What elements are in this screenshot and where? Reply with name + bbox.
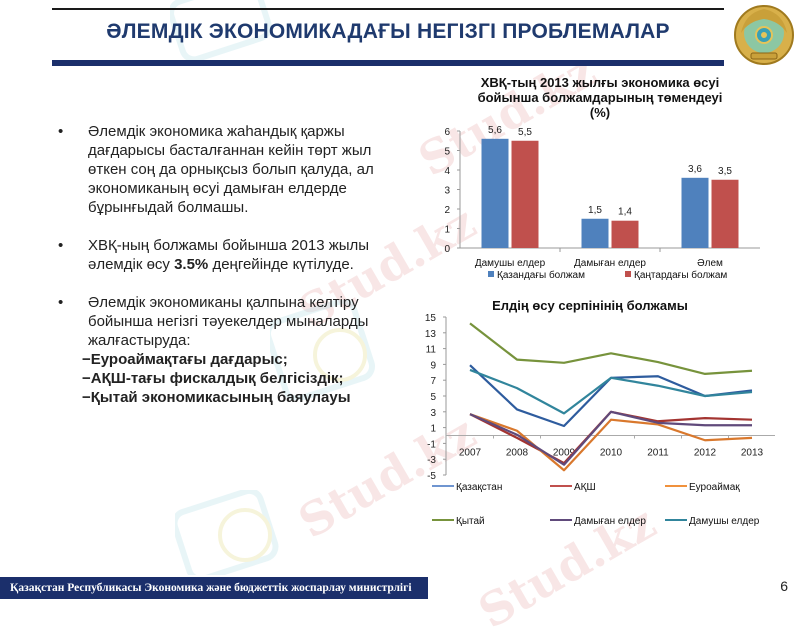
watermark-logo <box>170 0 272 60</box>
legend-label: Қазақстан <box>456 482 502 493</box>
y-tick-label: 15 <box>425 313 437 324</box>
x-tick-label: 2010 <box>600 448 623 459</box>
x-tick-label: 2009 <box>553 448 576 459</box>
bar-value-label: 5,5 <box>518 127 532 138</box>
bullet-text: деңгейінде күтілуде. <box>208 256 354 273</box>
header-top-rule <box>52 8 724 10</box>
y-tick-label: 5 <box>430 392 436 403</box>
bullet-text: Әлемдік экономиканы қалпына келтіру бойы… <box>88 294 369 349</box>
y-tick-label: -5 <box>427 471 436 482</box>
series-line <box>469 322 753 375</box>
page-number: 6 <box>780 578 788 594</box>
bullet-list: • Әлемдік экономика жаһандық қаржы дағда… <box>58 122 398 407</box>
legend-label: Қаңтардағы болжам <box>634 269 727 281</box>
bar <box>581 218 609 248</box>
category-label: Дамушы елдер <box>475 258 546 269</box>
y-tick-label: 13 <box>425 329 437 340</box>
y-tick-label: 1 <box>444 225 450 236</box>
bullet-dot: • <box>58 237 64 254</box>
legend-label: Қазандағы болжам <box>497 269 585 281</box>
bullet-item: • Әлемдік экономика жаһандық қаржы дағда… <box>58 122 398 217</box>
y-tick-label: -3 <box>427 455 436 466</box>
y-tick-label: -1 <box>427 439 436 450</box>
y-tick-label: 9 <box>430 360 436 371</box>
bullet-dot: • <box>58 294 64 311</box>
x-tick-label: 2007 <box>459 448 482 459</box>
page-title: ӘЛЕМДІК ЭКОНОМИКАДАҒЫ НЕГІЗГІ ПРОБЛЕМАЛА… <box>106 20 670 43</box>
bullet-text: Әлемдік экономика жаһандық қаржы дағдары… <box>88 123 374 216</box>
bar-value-label: 1,5 <box>588 205 602 216</box>
y-tick-label: 0 <box>444 244 450 255</box>
bar-value-label: 1,4 <box>618 207 632 218</box>
y-tick-label: 6 <box>444 127 450 138</box>
x-tick-label: 2008 <box>506 448 529 459</box>
y-tick-label: 7 <box>430 376 436 387</box>
bullet-item: • Әлемдік экономиканы қалпына келтіру бо… <box>58 293 398 350</box>
bullet-highlight: 3.5% <box>174 256 209 273</box>
y-tick-label: 1 <box>430 424 436 435</box>
legend-label: Еуроаймақ <box>689 482 740 493</box>
risk-item: −Қытай экономикасының баяулауы <box>82 389 351 406</box>
bar-value-label: 3,6 <box>688 164 702 175</box>
y-tick-label: 3 <box>430 408 436 419</box>
series-line <box>469 368 753 415</box>
category-label: Дамыған елдер <box>574 258 646 269</box>
footer-ministry-banner: Қазақстан Республикасы Экономика және бю… <box>0 577 428 599</box>
bullet-dot: • <box>58 123 64 140</box>
x-tick-label: 2011 <box>647 448 669 459</box>
bar-chart-title-line: бойынша болжамдарының төмендеуі <box>477 90 723 105</box>
y-tick-label: 2 <box>444 205 450 216</box>
legend-label: Дамушы елдер <box>689 516 760 527</box>
line-chart: 15 13 11 9 7 5 3 1 -1 -3 -5 2007 2008 2009 2010 2011 201… <box>425 313 775 527</box>
series-line <box>469 413 753 472</box>
y-tick-label: 3 <box>444 186 450 197</box>
risk-item: −АҚШ-тағы фискалдық белгісіздік; <box>82 370 344 387</box>
legend-label: Қытай <box>456 516 485 527</box>
bar-value-label: 3,5 <box>718 166 732 177</box>
bar <box>711 179 739 248</box>
legend-swatch <box>625 271 631 277</box>
bar-chart-title-line: ХВҚ-тың 2013 жылғы экономика өсуі <box>480 75 720 90</box>
legend-label: АҚШ <box>574 482 596 493</box>
bullet-item: • ХВҚ-ның болжамы бойынша 2013 жылы әлем… <box>58 236 398 274</box>
bar <box>481 138 509 248</box>
bar-chart: 0 1 2 3 4 5 6 5,6 5,5 Дамушы елдер 1,5 1,4 Дамыған е… <box>444 125 760 281</box>
bar <box>681 177 709 248</box>
bar-chart-title: ХВҚ-тың 2013 жылғы экономика өсуі бойынш… <box>440 75 760 120</box>
risk-item: −Еуроаймақтағы дағдарыс; <box>82 351 288 368</box>
bullet-text: ХВҚ-ның болжамы бойынша 2013 жылы әлемді… <box>88 237 370 273</box>
state-emblem-icon <box>734 5 794 65</box>
watermark-logo <box>270 300 376 400</box>
x-tick-label: 2013 <box>741 448 764 459</box>
category-label: Әлем <box>697 258 723 269</box>
bar-value-label: 5,6 <box>488 125 502 136</box>
legend-swatch <box>488 271 494 277</box>
x-tick-label: 2012 <box>694 448 717 459</box>
watermark-logo <box>175 490 279 575</box>
y-tick-label: 11 <box>426 345 437 356</box>
legend-label: Дамыған елдер <box>574 516 646 527</box>
line-chart-title: Елдің өсу серпінінің болжамы <box>492 298 688 313</box>
y-tick-label: 5 <box>444 147 450 158</box>
series-line <box>469 410 752 466</box>
y-tick-label: 4 <box>444 166 450 177</box>
bar <box>611 220 639 248</box>
bar-chart-title-line: (%) <box>589 105 611 120</box>
bar <box>511 140 539 248</box>
header-bottom-rule <box>52 60 724 66</box>
